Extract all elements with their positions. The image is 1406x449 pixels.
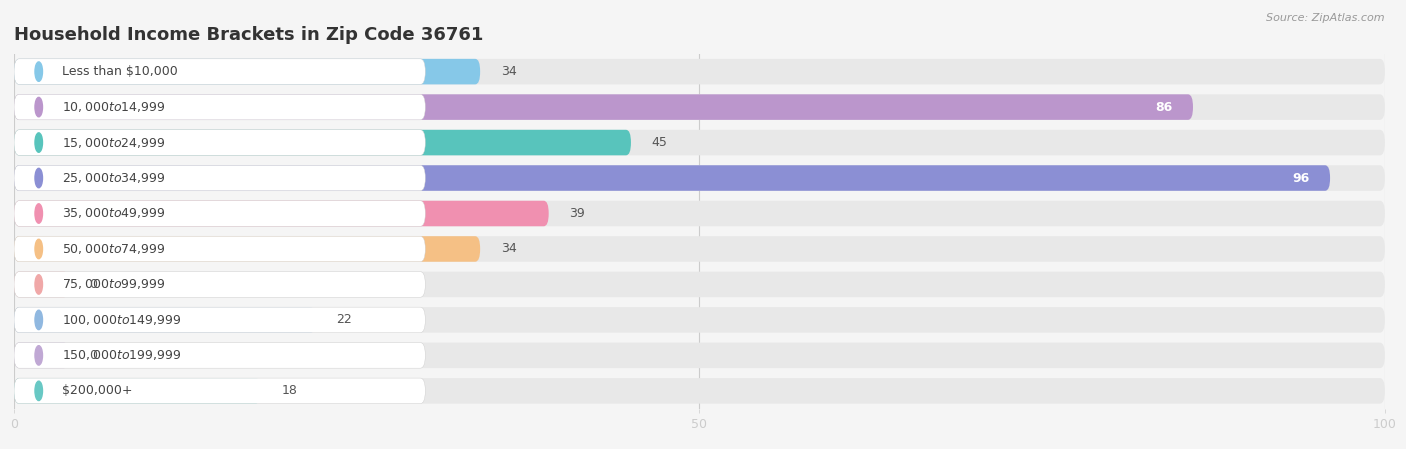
FancyBboxPatch shape xyxy=(14,201,1385,226)
FancyBboxPatch shape xyxy=(14,272,425,297)
Text: 96: 96 xyxy=(1292,172,1309,185)
Text: $10,000 to $14,999: $10,000 to $14,999 xyxy=(62,100,166,114)
Text: 18: 18 xyxy=(281,384,297,397)
Circle shape xyxy=(35,275,42,294)
FancyBboxPatch shape xyxy=(14,236,425,262)
FancyBboxPatch shape xyxy=(14,94,1192,120)
Text: $25,000 to $34,999: $25,000 to $34,999 xyxy=(62,171,166,185)
Text: Less than $10,000: Less than $10,000 xyxy=(62,65,177,78)
FancyBboxPatch shape xyxy=(14,378,262,404)
Circle shape xyxy=(35,381,42,401)
Text: $15,000 to $24,999: $15,000 to $24,999 xyxy=(62,136,166,150)
FancyBboxPatch shape xyxy=(14,59,481,84)
FancyBboxPatch shape xyxy=(14,165,1385,191)
Text: $35,000 to $49,999: $35,000 to $49,999 xyxy=(62,207,166,220)
Circle shape xyxy=(35,168,42,188)
FancyBboxPatch shape xyxy=(14,59,1385,84)
FancyBboxPatch shape xyxy=(14,343,69,368)
Circle shape xyxy=(35,204,42,223)
Text: $100,000 to $149,999: $100,000 to $149,999 xyxy=(62,313,181,327)
Circle shape xyxy=(35,62,42,81)
Text: 0: 0 xyxy=(90,278,97,291)
FancyBboxPatch shape xyxy=(14,307,425,333)
FancyBboxPatch shape xyxy=(14,378,425,404)
Text: $75,000 to $99,999: $75,000 to $99,999 xyxy=(62,277,166,291)
FancyBboxPatch shape xyxy=(14,130,1385,155)
Text: 39: 39 xyxy=(569,207,585,220)
Text: 45: 45 xyxy=(651,136,668,149)
FancyBboxPatch shape xyxy=(14,236,1385,262)
Text: $200,000+: $200,000+ xyxy=(62,384,132,397)
Text: Household Income Brackets in Zip Code 36761: Household Income Brackets in Zip Code 36… xyxy=(14,26,484,44)
Text: $150,000 to $199,999: $150,000 to $199,999 xyxy=(62,348,181,362)
Circle shape xyxy=(35,239,42,259)
Text: 34: 34 xyxy=(501,242,516,255)
FancyBboxPatch shape xyxy=(14,272,1385,297)
FancyBboxPatch shape xyxy=(14,307,1385,333)
Text: 86: 86 xyxy=(1156,101,1173,114)
Circle shape xyxy=(35,346,42,365)
FancyBboxPatch shape xyxy=(14,343,1385,368)
Circle shape xyxy=(35,133,42,152)
FancyBboxPatch shape xyxy=(14,130,425,155)
FancyBboxPatch shape xyxy=(14,59,425,84)
FancyBboxPatch shape xyxy=(14,165,425,191)
FancyBboxPatch shape xyxy=(14,201,548,226)
FancyBboxPatch shape xyxy=(14,343,425,368)
FancyBboxPatch shape xyxy=(14,130,631,155)
FancyBboxPatch shape xyxy=(14,272,69,297)
FancyBboxPatch shape xyxy=(14,165,1330,191)
FancyBboxPatch shape xyxy=(14,94,425,120)
Circle shape xyxy=(35,97,42,117)
Text: 0: 0 xyxy=(90,349,97,362)
Text: $50,000 to $74,999: $50,000 to $74,999 xyxy=(62,242,166,256)
Text: Source: ZipAtlas.com: Source: ZipAtlas.com xyxy=(1267,13,1385,23)
FancyBboxPatch shape xyxy=(14,94,1385,120)
FancyBboxPatch shape xyxy=(14,378,1385,404)
Text: 22: 22 xyxy=(336,313,352,326)
Circle shape xyxy=(35,310,42,330)
FancyBboxPatch shape xyxy=(14,236,481,262)
Text: 34: 34 xyxy=(501,65,516,78)
FancyBboxPatch shape xyxy=(14,201,425,226)
FancyBboxPatch shape xyxy=(14,307,315,333)
